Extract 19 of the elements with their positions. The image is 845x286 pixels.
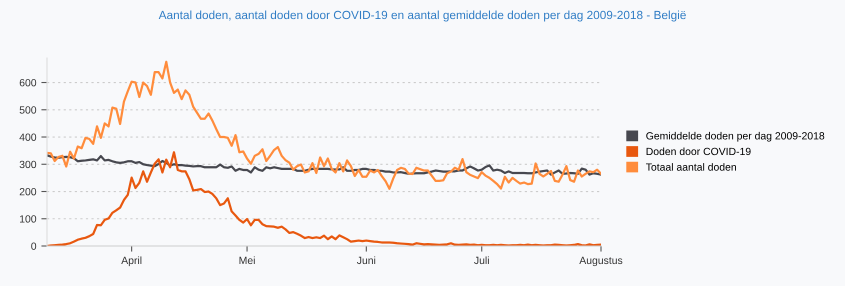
y-tick-label: 400 bbox=[19, 134, 36, 141]
y-tick-label: 600 bbox=[20, 79, 36, 86]
y-tick-label: 300 bbox=[20, 160, 36, 168]
x-tick-label: Mei bbox=[240, 256, 255, 264]
x-tick-label: Augustus bbox=[579, 256, 622, 266]
line-series bbox=[47, 151, 601, 246]
legend-label: Totaal aantal doden bbox=[646, 163, 736, 171]
y-tick-label: 100 bbox=[20, 215, 36, 223]
chart-title: Aantal doden, aantal doden door COVID-19 en aantal gemiddelde doden per dag 2009-2018 - België bbox=[158, 10, 686, 22]
x-tick-label: Juni bbox=[356, 256, 376, 264]
y-tick-label: 0 bbox=[31, 242, 36, 250]
x-tick-label: Juli bbox=[474, 256, 489, 264]
y-tick-label: 200 bbox=[20, 188, 36, 196]
line-series bbox=[47, 154, 601, 176]
legend-label: Gemiddelde doden per dag 2009-2018 bbox=[646, 132, 824, 142]
x-tick-label: April bbox=[121, 256, 142, 266]
legend-label: Doden door COVID-19 bbox=[646, 147, 751, 156]
y-tick-label: 500 bbox=[20, 106, 36, 114]
line-series bbox=[47, 60, 601, 190]
